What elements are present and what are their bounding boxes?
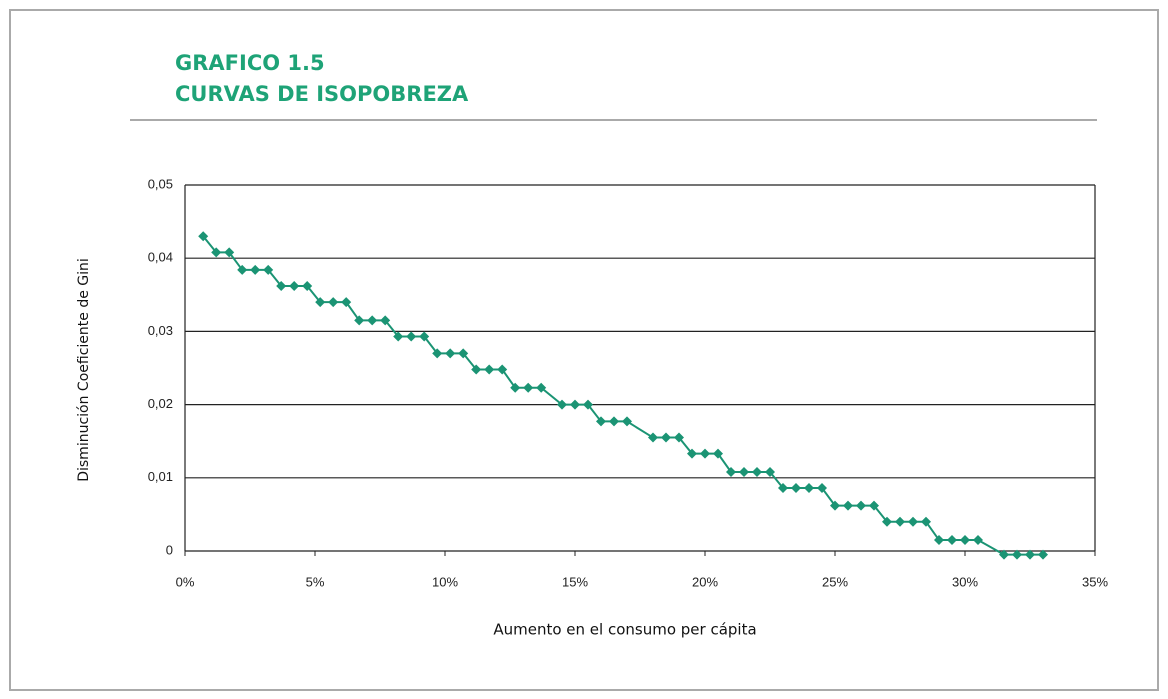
marker — [830, 500, 840, 511]
x-tick-label: 5% — [306, 574, 325, 589]
marker — [510, 382, 521, 393]
marker — [791, 483, 801, 494]
marker — [882, 516, 892, 527]
marker — [406, 331, 417, 342]
marker — [752, 466, 762, 477]
marker — [289, 281, 300, 292]
marker — [583, 399, 593, 410]
marker — [1012, 549, 1022, 560]
marker — [739, 466, 749, 477]
marker — [921, 516, 931, 527]
marker — [687, 448, 697, 459]
x-tick-label: 0% — [176, 574, 195, 589]
x-axis-label: Aumento en el consumo per cápita — [493, 621, 756, 639]
marker — [570, 399, 580, 410]
marker — [895, 516, 905, 527]
marker — [419, 331, 430, 342]
marker — [432, 348, 443, 359]
frame — [9, 9, 1159, 691]
marker — [609, 416, 619, 427]
chart-title: GRAFICO 1.5 — [175, 51, 325, 75]
marker — [596, 416, 606, 427]
marker — [908, 516, 918, 527]
marker — [1038, 549, 1048, 560]
marker — [947, 535, 957, 546]
marker — [557, 399, 567, 410]
marker — [804, 483, 814, 494]
marker — [648, 432, 658, 443]
marker — [622, 416, 632, 427]
marker — [263, 264, 274, 275]
marker — [250, 264, 261, 275]
marker — [934, 535, 944, 546]
marker — [302, 281, 313, 292]
marker — [484, 364, 495, 375]
marker — [354, 315, 365, 326]
series-line — [202, 235, 1043, 556]
y-tick-label: 0,04 — [148, 250, 173, 265]
marker — [999, 549, 1009, 560]
marker — [198, 231, 209, 242]
y-tick-label: 0,05 — [148, 176, 173, 191]
marker — [726, 466, 736, 477]
marker — [536, 382, 547, 393]
marker — [237, 264, 248, 275]
marker — [523, 382, 534, 393]
marker — [869, 500, 879, 511]
marker — [960, 535, 970, 546]
x-tick-label: 20% — [692, 574, 718, 589]
marker — [1025, 549, 1035, 560]
marker — [674, 432, 684, 443]
marker — [713, 448, 723, 459]
marker — [817, 483, 827, 494]
x-tick-label: 25% — [822, 574, 848, 589]
marker — [458, 348, 469, 359]
x-tick-label: 15% — [562, 574, 588, 589]
marker — [315, 297, 326, 308]
y-tick-label: 0,01 — [148, 469, 173, 484]
marker — [778, 483, 788, 494]
y-tick-label: 0,02 — [148, 396, 173, 411]
marker — [367, 315, 378, 326]
marker — [445, 348, 456, 359]
marker — [471, 364, 482, 375]
marker — [380, 315, 391, 326]
x-tick-label: 10% — [432, 574, 458, 589]
marker — [661, 432, 671, 443]
marker — [341, 297, 352, 308]
y-tick-label: 0,03 — [148, 323, 173, 338]
marker — [211, 247, 222, 258]
chart-subtitle: CURVAS DE ISOPOBREZA — [175, 82, 469, 106]
marker — [224, 247, 235, 258]
marker — [700, 448, 710, 459]
marker — [856, 500, 866, 511]
marker — [765, 466, 775, 477]
marker — [276, 281, 287, 292]
marker — [328, 297, 339, 308]
marker — [497, 364, 508, 375]
marker — [843, 500, 853, 511]
x-tick-label: 30% — [952, 574, 978, 589]
y-tick-label: 0 — [166, 542, 173, 557]
y-axis-label: Disminución Coeficiente de Gini — [76, 258, 92, 482]
x-tick-label: 35% — [1082, 574, 1108, 589]
marker — [393, 331, 404, 342]
marker — [973, 535, 983, 546]
